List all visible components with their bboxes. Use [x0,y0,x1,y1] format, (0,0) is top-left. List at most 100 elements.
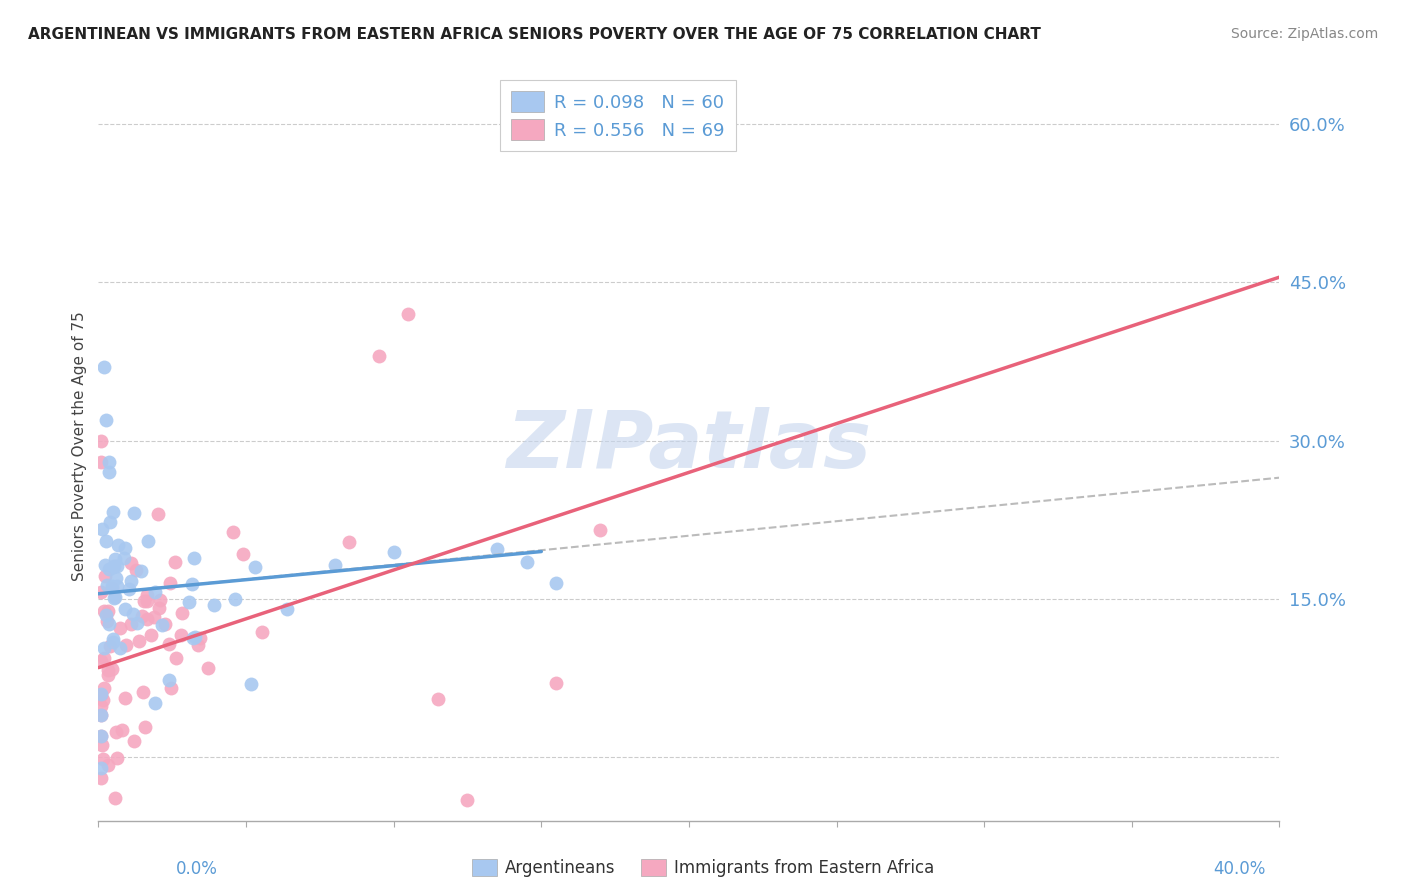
Point [90,708,112,723]
Point [125,563,148,577]
Point [128,634,150,648]
Point [131,685,153,699]
Point [101,634,124,648]
Point [96,412,118,426]
Point [546,676,568,690]
Point [240,677,263,691]
Point [122,506,145,520]
Point [98,562,121,576]
Point [122,607,145,622]
Point [159,681,181,696]
Point [96,577,118,591]
Point [120,557,142,571]
Point [111,723,134,737]
Point [276,601,298,615]
Point [101,579,124,593]
Point [134,720,156,734]
Point [90,687,112,701]
Point [104,791,127,805]
Text: 40.0%: 40.0% [1213,860,1265,878]
Point [90,708,112,723]
Point [90,729,112,743]
Point [457,792,479,806]
Point [112,551,135,566]
Point [93,604,115,618]
Point [104,570,127,584]
Point [143,584,166,599]
Point [188,631,211,645]
Point [100,662,122,676]
Point [125,616,148,631]
Point [101,505,124,519]
Text: ARGENTINEAN VS IMMIGRANTS FROM EASTERN AFRICA SENIORS POVERTY OVER THE AGE OF 75: ARGENTINEAN VS IMMIGRANTS FROM EASTERN A… [28,27,1040,42]
Point [181,632,204,646]
Point [139,628,162,642]
Point [159,576,181,591]
Point [108,640,131,655]
Point [90,522,112,536]
Point [516,555,538,569]
Point [177,595,200,609]
Point [181,577,204,591]
Point [150,618,173,632]
Point [114,601,136,615]
Point [97,455,120,469]
Point [104,551,127,566]
Point [153,616,176,631]
Point [427,692,450,706]
Point [245,559,267,574]
Point [165,651,187,665]
Point [382,545,405,559]
Point [90,761,112,775]
Point [546,575,568,590]
Text: ZIPatlas: ZIPatlas [506,407,872,485]
Point [97,757,120,772]
Point [104,590,127,604]
Point [94,568,117,582]
Point [94,607,117,622]
Point [90,772,112,786]
Point [252,625,274,640]
Point [97,668,120,682]
Point [103,591,125,605]
Point [101,632,124,647]
Point [105,579,128,593]
Point [90,699,112,714]
Point [134,594,156,608]
Point [90,654,112,668]
Point [96,614,118,628]
Point [105,751,128,765]
Point [157,673,180,688]
Point [149,592,172,607]
Point [93,681,115,695]
Point [103,560,125,574]
Point [110,621,132,635]
Point [90,729,112,743]
Point [90,455,112,469]
Point [184,630,207,644]
Point [94,534,117,549]
Point [368,349,391,363]
Point [136,588,159,602]
Legend: R = 0.098   N = 60, R = 0.556   N = 69: R = 0.098 N = 60, R = 0.556 N = 69 [501,80,735,151]
Point [122,734,145,748]
Point [120,574,142,588]
Point [339,535,361,549]
Point [90,688,112,702]
Point [131,565,153,579]
Point [157,637,180,651]
Point [163,555,186,569]
Point [91,738,114,752]
Point [114,541,136,555]
Point [98,639,121,653]
Point [90,434,112,448]
Point [142,610,165,624]
Point [170,628,193,642]
Point [93,641,115,656]
Point [91,693,114,707]
Point [143,697,166,711]
Point [100,582,122,596]
Point [103,559,125,574]
Point [97,604,120,618]
Point [93,558,115,572]
